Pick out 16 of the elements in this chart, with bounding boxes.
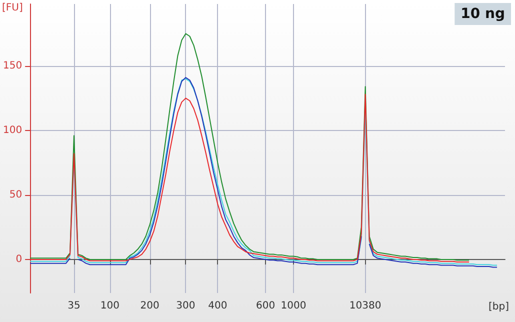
x-tick-label: 10380 bbox=[349, 300, 382, 312]
y-tick-label: 100 bbox=[2, 124, 22, 136]
y-axis-title: [FU] bbox=[2, 2, 23, 14]
x-tick-label: 100 bbox=[100, 300, 120, 312]
y-tick-label: 50 bbox=[9, 189, 22, 200]
x-tick-label: 300 bbox=[176, 300, 196, 312]
x-tick-label: 600 bbox=[256, 300, 276, 312]
x-tick-label: 400 bbox=[208, 300, 228, 312]
x-tick-label: 1000 bbox=[280, 300, 306, 312]
y-tick-label: 150 bbox=[2, 60, 22, 72]
x-tick-label: 35 bbox=[68, 300, 80, 312]
x-tick-label: 200 bbox=[140, 300, 160, 312]
y-tick-label: 0 bbox=[16, 254, 22, 265]
line-series bbox=[30, 94, 470, 263]
x-axis-title: [bp] bbox=[488, 302, 510, 312]
annotation: 10 ng bbox=[460, 6, 506, 22]
